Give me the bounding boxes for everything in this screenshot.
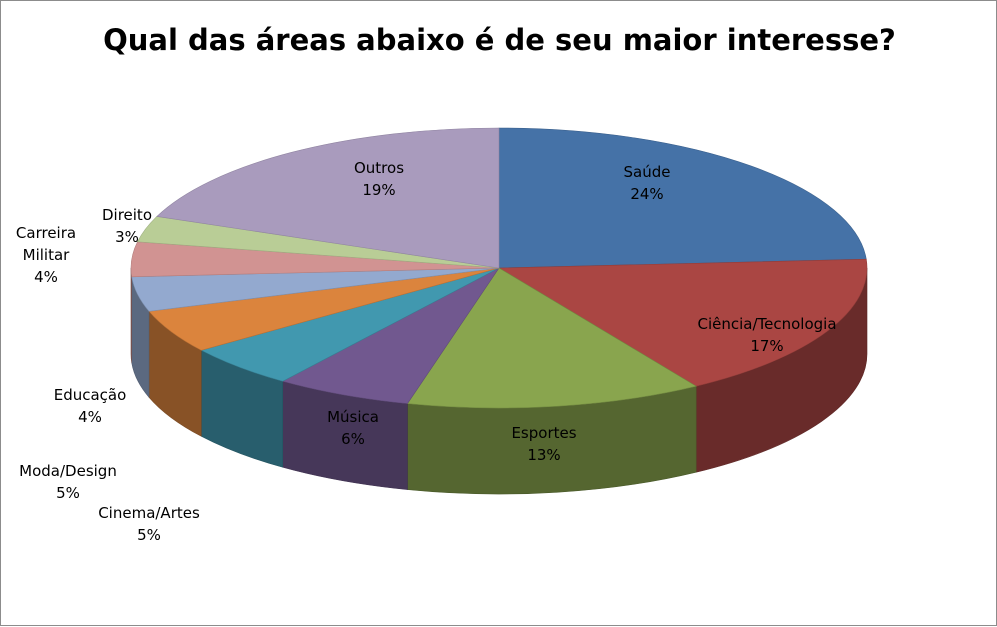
slice-label-ciencia-tecnologia: Ciência/Tecnologia 17% [697,315,836,355]
slice-label-direito: Direito 3% [102,206,152,246]
chart-title: Qual das áreas abaixo é de seu maior int… [103,23,896,57]
slice-label-cinema-artes: Cinema/Artes 5% [98,504,200,544]
slice-label-saude: Saúde 24% [624,163,671,203]
slice-label-esportes: Esportes 13% [511,424,576,464]
pie-slice-musica[interactable] [281,267,500,404]
slice-label-moda-design: Moda/Design 5% [19,462,117,502]
slice-label-outros: Outros 19% [354,159,404,199]
slice-label-educacao: Educação 4% [54,386,127,426]
pie-slice-saude[interactable] [498,127,867,269]
pie-side-carreira-militar [130,267,133,363]
slice-label-musica: Música 6% [327,408,379,448]
pie-slice-ciencia-tecnologia[interactable] [497,258,868,387]
pie-slice-outros[interactable] [156,127,500,269]
slice-label-carreira-militar: Carreira Militar 4% [16,224,76,286]
pie-slice-esportes[interactable] [406,267,697,409]
